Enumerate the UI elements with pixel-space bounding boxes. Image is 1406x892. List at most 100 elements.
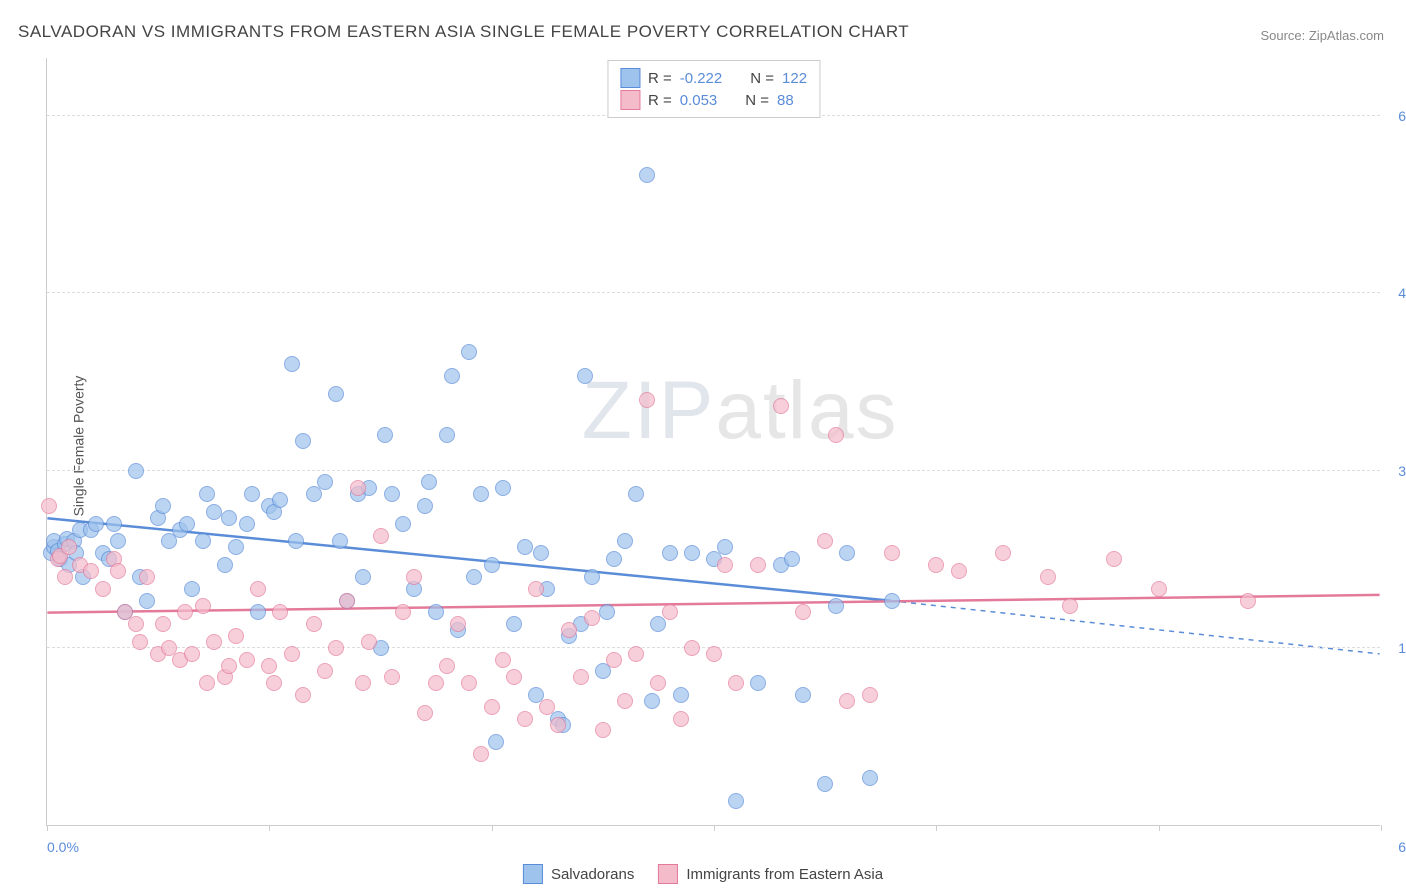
- y-tick-label: 60.0%: [1398, 108, 1406, 124]
- data-point-series2: [395, 604, 411, 620]
- data-point-series2: [928, 557, 944, 573]
- data-point-series2: [417, 705, 433, 721]
- data-point-series2: [817, 533, 833, 549]
- data-point-series2: [450, 616, 466, 632]
- data-point-series2: [373, 528, 389, 544]
- data-point-series2: [355, 675, 371, 691]
- data-point-series2: [550, 717, 566, 733]
- legend-row-series2: R = 0.053 N = 88: [620, 90, 807, 110]
- data-point-series2: [1240, 593, 1256, 609]
- data-point-series2: [573, 669, 589, 685]
- data-point-series1: [239, 516, 255, 532]
- data-point-series2: [639, 392, 655, 408]
- data-point-series1: [884, 593, 900, 609]
- data-point-series1: [228, 539, 244, 555]
- data-point-series2: [406, 569, 422, 585]
- watermark: ZIPatlas: [582, 364, 899, 458]
- data-point-series1: [195, 533, 211, 549]
- data-point-series2: [384, 669, 400, 685]
- data-point-series1: [784, 551, 800, 567]
- data-point-series1: [728, 793, 744, 809]
- data-point-series2: [266, 675, 282, 691]
- chart-container: SALVADORAN VS IMMIGRANTS FROM EASTERN AS…: [0, 0, 1406, 892]
- data-point-series1: [644, 693, 660, 709]
- data-point-series1: [88, 516, 104, 532]
- data-point-series1: [584, 569, 600, 585]
- data-point-series2: [184, 646, 200, 662]
- legend-item-series2: Immigrants from Eastern Asia: [658, 864, 883, 884]
- data-point-series1: [628, 486, 644, 502]
- data-point-series1: [817, 776, 833, 792]
- data-point-series1: [288, 533, 304, 549]
- data-point-series1: [673, 687, 689, 703]
- data-point-series1: [862, 770, 878, 786]
- r-label: R =: [648, 92, 672, 109]
- data-point-series1: [377, 427, 393, 443]
- data-point-series1: [221, 510, 237, 526]
- data-point-series1: [317, 474, 333, 490]
- data-point-series1: [839, 545, 855, 561]
- data-point-series2: [584, 610, 600, 626]
- data-point-series1: [355, 569, 371, 585]
- data-point-series1: [444, 368, 460, 384]
- series-legend: Salvadorans Immigrants from Eastern Asia: [523, 864, 883, 884]
- data-point-series2: [862, 687, 878, 703]
- data-point-series2: [83, 563, 99, 579]
- x-tick: [936, 825, 937, 831]
- data-point-series2: [717, 557, 733, 573]
- x-tick: [269, 825, 270, 831]
- n-value-series2: 88: [777, 92, 794, 109]
- data-point-series2: [1062, 598, 1078, 614]
- data-point-series2: [195, 598, 211, 614]
- data-point-series1: [461, 344, 477, 360]
- x-tick-label: 0.0%: [47, 839, 79, 855]
- data-point-series2: [628, 646, 644, 662]
- data-point-series2: [706, 646, 722, 662]
- data-point-series1: [199, 486, 215, 502]
- data-point-series1: [272, 492, 288, 508]
- data-point-series1: [155, 498, 171, 514]
- data-point-series2: [295, 687, 311, 703]
- trend-lines: [47, 58, 1380, 825]
- n-label: N =: [745, 92, 769, 109]
- x-tick: [1159, 825, 1160, 831]
- data-point-series1: [128, 463, 144, 479]
- data-point-series2: [884, 545, 900, 561]
- data-point-series2: [350, 480, 366, 496]
- n-value-series1: 122: [782, 70, 807, 87]
- data-point-series1: [217, 557, 233, 573]
- r-value-series1: -0.222: [680, 70, 723, 87]
- data-point-series1: [533, 545, 549, 561]
- x-tick: [714, 825, 715, 831]
- data-point-series2: [284, 646, 300, 662]
- data-point-series2: [606, 652, 622, 668]
- data-point-series2: [995, 545, 1011, 561]
- source-attribution: Source: ZipAtlas.com: [1260, 28, 1384, 43]
- r-value-series2: 0.053: [680, 92, 718, 109]
- data-point-series1: [606, 551, 622, 567]
- data-point-series1: [662, 545, 678, 561]
- chart-title: SALVADORAN VS IMMIGRANTS FROM EASTERN AS…: [18, 22, 909, 42]
- data-point-series2: [473, 746, 489, 762]
- data-point-series2: [1106, 551, 1122, 567]
- data-point-series2: [128, 616, 144, 632]
- data-point-series2: [528, 581, 544, 597]
- n-label: N =: [750, 70, 774, 87]
- data-point-series1: [506, 616, 522, 632]
- data-point-series1: [473, 486, 489, 502]
- data-point-series1: [284, 356, 300, 372]
- x-tick: [492, 825, 493, 831]
- swatch-series1-bottom: [523, 864, 543, 884]
- data-point-series1: [328, 386, 344, 402]
- data-point-series1: [395, 516, 411, 532]
- data-point-series2: [561, 622, 577, 638]
- data-point-series2: [1040, 569, 1056, 585]
- data-point-series2: [662, 604, 678, 620]
- data-point-series2: [439, 658, 455, 674]
- data-point-series2: [139, 569, 155, 585]
- data-point-series2: [41, 498, 57, 514]
- data-point-series2: [828, 427, 844, 443]
- data-point-series2: [506, 669, 522, 685]
- data-point-series2: [684, 640, 700, 656]
- data-point-series2: [428, 675, 444, 691]
